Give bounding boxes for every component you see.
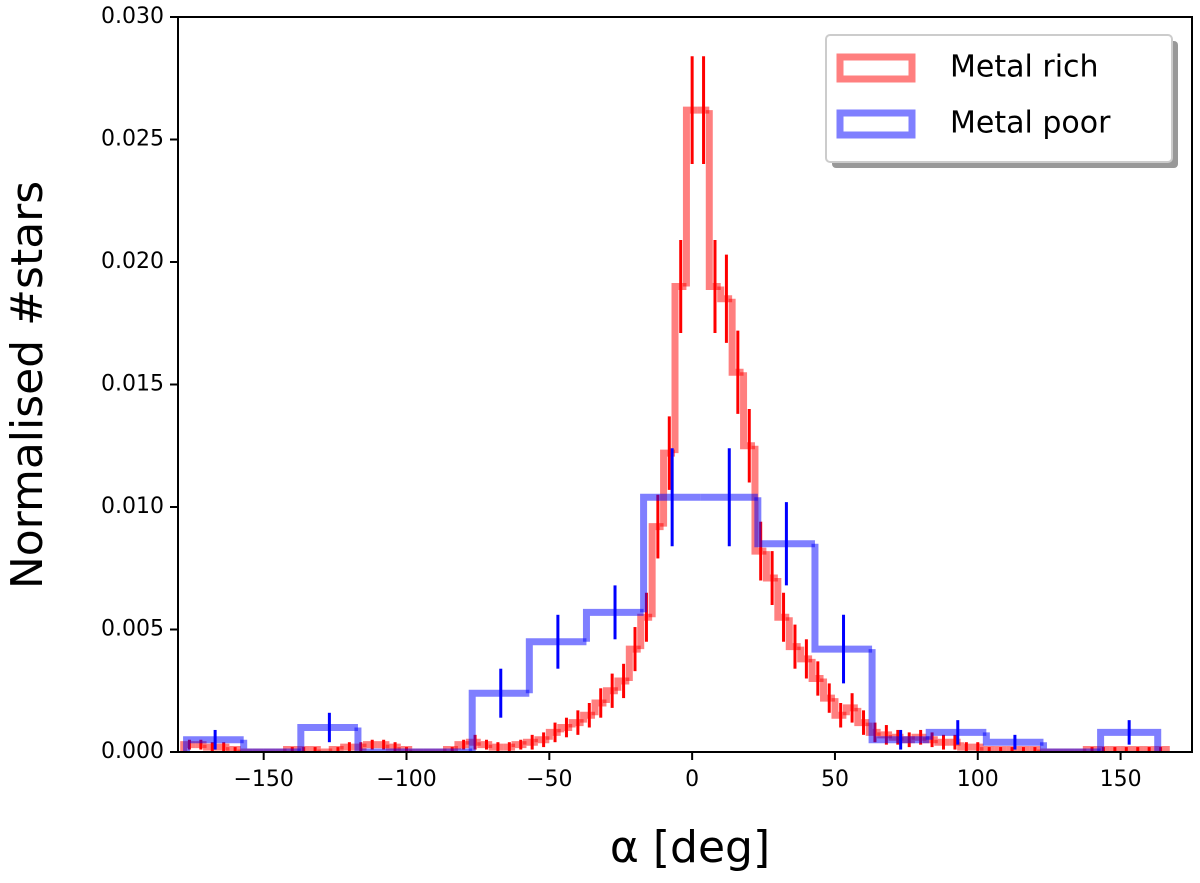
histogram-step	[854, 707, 870, 727]
histogram-step	[671, 283, 687, 454]
histogram-step	[511, 741, 527, 749]
histogram-step	[640, 493, 701, 613]
y-tick-label: 0.020	[101, 249, 164, 274]
histogram-step	[648, 523, 664, 618]
histogram-step	[1039, 742, 1101, 752]
histogram-step	[740, 372, 755, 450]
legend-label: Metal rich	[950, 50, 1099, 85]
legend: Metal rich Metal poor	[825, 34, 1178, 168]
y-tick-label: 0.010	[101, 494, 164, 519]
histogram-step	[979, 746, 995, 752]
histogram-step	[868, 649, 930, 744]
histogram-step	[751, 445, 767, 555]
histogram-step	[957, 742, 973, 751]
histogram-step	[762, 551, 778, 582]
legend-swatch	[836, 53, 916, 83]
histogram-step	[240, 739, 301, 752]
y-tick-label: 0.030	[101, 4, 164, 29]
histogram-step	[340, 743, 356, 751]
y-tick-label: 0.005	[101, 617, 164, 642]
histogram-step	[934, 738, 950, 746]
y-tick-label: 0.015	[101, 372, 164, 397]
histogram-step	[717, 286, 733, 303]
histogram-step	[525, 638, 587, 694]
y-tick-label: 0.025	[101, 127, 164, 152]
x-axis-label: α [deg]	[610, 822, 770, 873]
histogram-step	[297, 724, 358, 752]
histogram-step	[705, 110, 721, 290]
histogram-step	[808, 658, 824, 682]
plot-area	[180, 56, 1170, 752]
histogram-step	[797, 646, 813, 663]
histogram-step	[625, 645, 641, 681]
legend-swatch	[836, 109, 916, 139]
histogram-step	[580, 711, 596, 723]
legend-label: Metal poor	[950, 106, 1111, 141]
y-axis-label: Normalised #stars	[2, 181, 53, 589]
x-tick-label: 150	[1100, 767, 1142, 792]
histogram-step	[877, 731, 893, 739]
histogram-step	[682, 106, 698, 287]
histogram-step	[568, 719, 584, 728]
x-tick-label: 0	[685, 767, 699, 792]
histogram-step	[591, 699, 607, 716]
histogram-step	[811, 543, 873, 653]
histogram-step	[522, 738, 538, 746]
histogram-step	[831, 698, 847, 719]
histogram-step	[982, 732, 1044, 746]
histogram-step	[183, 736, 244, 752]
histogram-step	[728, 298, 744, 376]
x-tick-label: 100	[957, 767, 999, 792]
histogram-step	[454, 741, 470, 750]
histogram-step	[602, 687, 618, 703]
x-tick-label: −50	[526, 767, 572, 792]
y-tick-label: 0.000	[101, 739, 164, 764]
histogram-step	[754, 497, 815, 548]
histogram-step	[614, 677, 630, 691]
x-tick-label: −100	[376, 767, 436, 792]
x-tick-label: 50	[821, 767, 849, 792]
histogram-step	[317, 748, 333, 752]
histogram-step	[477, 741, 493, 749]
histogram-step	[582, 608, 644, 642]
histogram-step	[842, 704, 858, 716]
histogram-step	[354, 727, 416, 752]
histogram-step	[925, 728, 987, 740]
histogram-step	[637, 613, 653, 650]
histogram-step	[363, 741, 378, 749]
histogram-step	[468, 689, 530, 752]
x-tick-label: −150	[233, 767, 293, 792]
histogram-step	[557, 724, 573, 733]
histogram-step	[545, 728, 561, 740]
histogram-step	[774, 578, 790, 621]
histogram-step	[785, 617, 801, 651]
histogram-step	[225, 746, 241, 752]
histogram-step	[820, 678, 835, 702]
histogram-step	[488, 743, 504, 751]
histogram-step	[534, 736, 550, 744]
histogram-step	[385, 743, 401, 751]
